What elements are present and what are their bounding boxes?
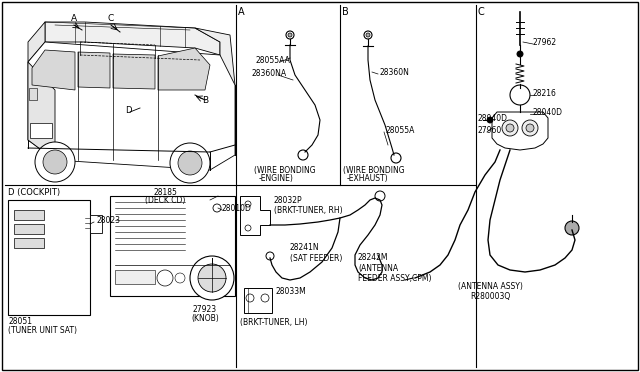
Circle shape [364, 31, 372, 39]
Text: D: D [125, 106, 131, 115]
Text: 28360N: 28360N [380, 67, 410, 77]
Text: A: A [238, 7, 244, 17]
Text: 28040D: 28040D [478, 113, 508, 122]
Polygon shape [78, 52, 110, 88]
Text: (BRKT-TUNER, RH): (BRKT-TUNER, RH) [274, 205, 342, 215]
Text: 27962: 27962 [533, 38, 557, 46]
Text: (WIRE BONDING: (WIRE BONDING [254, 166, 316, 174]
Text: 28010D: 28010D [222, 203, 252, 212]
Text: (BRKT-TUNER, LH): (BRKT-TUNER, LH) [240, 317, 307, 327]
Bar [29, 88, 37, 100]
Text: B: B [202, 96, 208, 105]
Circle shape [510, 85, 530, 105]
Text: 28033M: 28033M [276, 288, 307, 296]
Circle shape [246, 294, 254, 302]
Text: 28055AA: 28055AA [255, 55, 290, 64]
Text: 28055A: 28055A [386, 125, 415, 135]
Polygon shape [158, 48, 210, 90]
Circle shape [35, 142, 75, 182]
Text: 28242M: 28242M [358, 253, 388, 263]
Text: (WIRE BONDING: (WIRE BONDING [343, 166, 404, 174]
Polygon shape [32, 50, 75, 90]
Polygon shape [28, 22, 45, 62]
Bar [90, 215, 102, 233]
Text: (TUNER UNIT SAT): (TUNER UNIT SAT) [8, 326, 77, 334]
Text: A: A [71, 13, 77, 22]
Circle shape [286, 31, 294, 39]
Text: C: C [478, 7, 484, 17]
Polygon shape [240, 196, 270, 235]
Circle shape [266, 252, 274, 260]
Text: 28023: 28023 [96, 215, 120, 224]
Bar [14, 210, 44, 220]
Text: -ENGINE): -ENGINE) [259, 173, 294, 183]
Text: (DECK CD): (DECK CD) [145, 196, 185, 205]
Bar [244, 288, 272, 313]
Text: -EXHAUST): -EXHAUST) [347, 173, 388, 183]
Circle shape [517, 51, 523, 57]
Text: 27923: 27923 [193, 305, 217, 314]
Text: D (COCKPIT): D (COCKPIT) [8, 187, 60, 196]
Polygon shape [195, 28, 235, 85]
Circle shape [502, 120, 518, 136]
Text: 28360NA: 28360NA [252, 68, 287, 77]
Circle shape [565, 221, 579, 235]
Text: 28241N: 28241N [290, 244, 319, 253]
Bar [110, 196, 235, 296]
Text: B: B [342, 7, 349, 17]
Circle shape [298, 150, 308, 160]
Circle shape [213, 204, 221, 212]
Text: 28216: 28216 [533, 89, 557, 97]
Polygon shape [492, 112, 548, 150]
Circle shape [526, 124, 534, 132]
Circle shape [375, 191, 385, 201]
Polygon shape [28, 42, 235, 170]
Bar [115, 270, 155, 284]
Circle shape [391, 153, 401, 163]
Text: (ANTENNA ASSY): (ANTENNA ASSY) [458, 282, 522, 292]
Text: FEEDER ASSY,CPM): FEEDER ASSY,CPM) [358, 273, 431, 282]
Polygon shape [28, 62, 55, 160]
Text: 28051: 28051 [8, 317, 32, 327]
Text: (SAT FEEDER): (SAT FEEDER) [290, 253, 342, 263]
Circle shape [43, 150, 67, 174]
Circle shape [261, 294, 269, 302]
Text: R280003Q: R280003Q [470, 292, 510, 301]
Circle shape [506, 124, 514, 132]
Circle shape [245, 225, 251, 231]
Bar [8, 200, 90, 315]
Text: (ANTENNA: (ANTENNA [358, 263, 398, 273]
Bar [14, 224, 44, 234]
Circle shape [190, 256, 234, 300]
Circle shape [245, 201, 251, 207]
Circle shape [170, 143, 210, 183]
Text: 28185: 28185 [153, 187, 177, 196]
Circle shape [198, 264, 226, 292]
Circle shape [288, 33, 292, 37]
Circle shape [487, 117, 493, 123]
Circle shape [157, 270, 173, 286]
Bar [30, 123, 52, 138]
Text: 27960: 27960 [478, 125, 502, 135]
Circle shape [522, 120, 538, 136]
Text: 28032P: 28032P [274, 196, 303, 205]
Text: C: C [108, 13, 114, 22]
Bar [14, 238, 44, 248]
Circle shape [178, 151, 202, 175]
Polygon shape [113, 54, 155, 89]
Circle shape [175, 273, 185, 283]
Text: (KNOB): (KNOB) [191, 314, 219, 323]
Polygon shape [45, 22, 220, 55]
Text: 28040D: 28040D [533, 108, 563, 116]
Circle shape [366, 33, 370, 37]
